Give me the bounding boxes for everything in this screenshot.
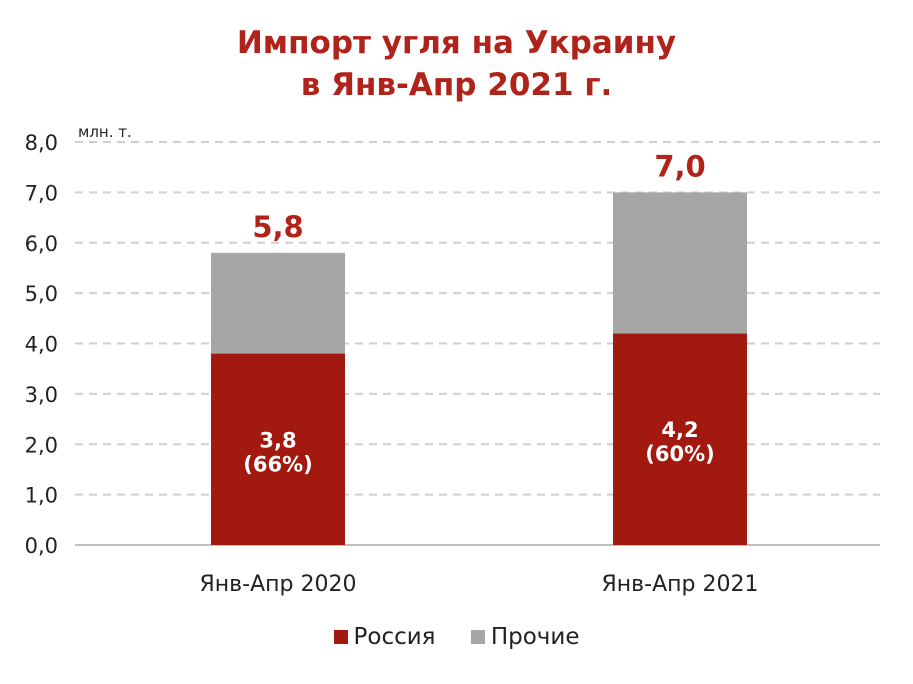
chart-title: Импорт угля на Украину в Янв-Апр 2021 г. bbox=[0, 22, 913, 106]
y-tick-label: 1,0 bbox=[25, 484, 58, 508]
bar-russia bbox=[211, 353, 345, 545]
legend-swatch-russia bbox=[333, 630, 348, 644]
bar-value-label: 3,8 bbox=[259, 428, 296, 452]
y-tick-label: 2,0 bbox=[25, 433, 58, 457]
x-tick-label: Янв-Апр 2020 bbox=[200, 572, 357, 597]
bar-other bbox=[613, 192, 747, 334]
y-tick-label: 6,0 bbox=[25, 232, 58, 256]
y-tick-label: 4,0 bbox=[25, 333, 58, 357]
legend-label-other: Прочие bbox=[490, 624, 580, 650]
legend-label-russia: Россия bbox=[353, 624, 436, 650]
total-label: 7,0 bbox=[654, 149, 705, 183]
y-tick-label: 3,0 bbox=[25, 383, 58, 407]
legend: Россия Прочие bbox=[0, 624, 913, 650]
title-line-2: в Янв-Апр 2021 г. bbox=[300, 67, 613, 103]
title-line-1: Импорт угля на Украину bbox=[236, 25, 677, 61]
bar-russia bbox=[613, 333, 747, 545]
y-tick-label: 5,0 bbox=[25, 282, 58, 306]
total-label: 5,8 bbox=[252, 210, 303, 244]
unit-label: млн. т. bbox=[78, 123, 132, 141]
x-tick-label: Янв-Апр 2021 bbox=[602, 572, 759, 597]
y-tick-label: 0,0 bbox=[25, 534, 58, 558]
bar-share-label: (66%) bbox=[243, 452, 312, 476]
bar-share-label: (60%) bbox=[645, 442, 714, 466]
bar-other bbox=[211, 252, 345, 354]
y-tick-label: 8,0 bbox=[25, 131, 58, 155]
y-tick-label: 7,0 bbox=[25, 181, 58, 205]
legend-item-other: Прочие bbox=[470, 624, 580, 650]
legend-swatch-other bbox=[470, 630, 485, 644]
bar-value-label: 4,2 bbox=[661, 418, 698, 442]
legend-item-russia: Россия bbox=[333, 624, 436, 650]
